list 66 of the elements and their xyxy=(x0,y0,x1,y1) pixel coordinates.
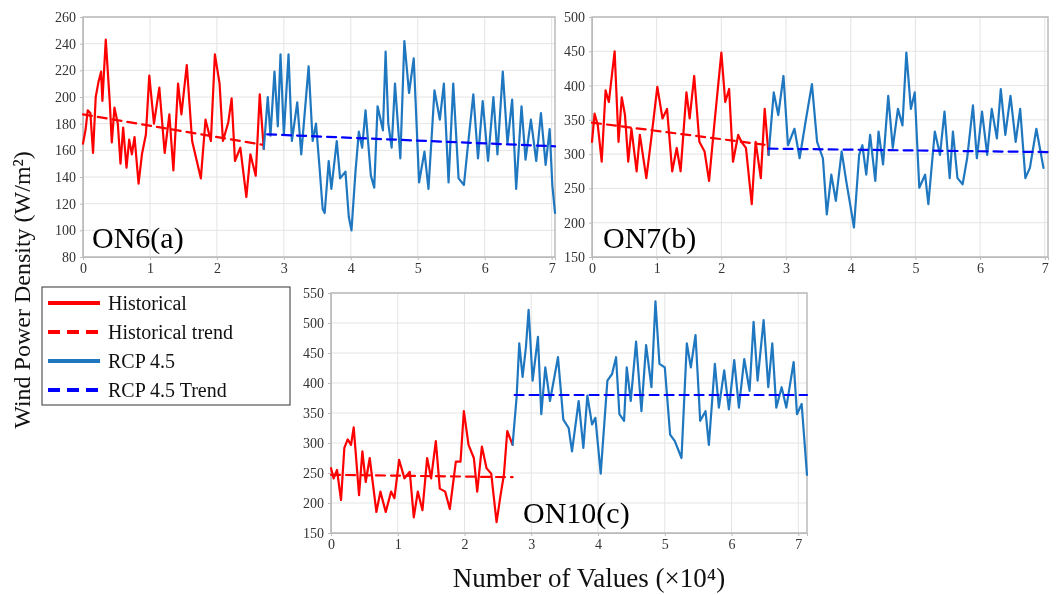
x-tick-label: 0 xyxy=(589,260,596,276)
annotation: ON6(a) xyxy=(92,221,184,255)
x-tick-label: 4 xyxy=(847,260,855,276)
x-tick-label: 7 xyxy=(795,536,803,552)
line-series xyxy=(590,50,770,206)
x-tick-label: 2 xyxy=(213,260,221,276)
x-tick-label: 7 xyxy=(1041,260,1049,276)
x-tick-label: 4 xyxy=(347,260,355,276)
annotation: ON7(b) xyxy=(603,221,697,255)
legend-label: RCP 4.5 Trend xyxy=(108,379,227,401)
y-tick-label: 150 xyxy=(564,249,585,265)
x-tick-label: 6 xyxy=(977,260,985,276)
y-tick-label: 350 xyxy=(303,405,324,421)
y-tick-label: 200 xyxy=(564,215,585,231)
x-axis-title: Number of Values (×10⁴) xyxy=(452,563,726,593)
x-tick-label: 3 xyxy=(528,536,536,552)
x-tick-label: 5 xyxy=(414,260,422,276)
y-tick-label: 80 xyxy=(62,249,76,265)
x-tick-label: 6 xyxy=(728,536,736,552)
x-tick-label: 1 xyxy=(394,536,402,552)
y-tick-label: 300 xyxy=(303,435,324,451)
y-tick-label: 120 xyxy=(55,196,76,212)
x-tick-label: 5 xyxy=(912,260,920,276)
y-tick-label: 250 xyxy=(303,465,324,481)
line-series xyxy=(262,39,557,232)
y-tick-label: 180 xyxy=(55,116,76,132)
y-tick-label: 400 xyxy=(303,375,324,391)
x-tick-label: 6 xyxy=(481,260,489,276)
y-tick-label: 240 xyxy=(55,36,76,52)
y-axis-title: Wind Power Density (W/m²) xyxy=(9,151,35,429)
line-series xyxy=(81,38,265,199)
x-tick-label: 1 xyxy=(653,260,661,276)
x-tick-label: 4 xyxy=(595,536,603,552)
y-tick-label: 220 xyxy=(55,63,76,79)
y-tick-label: 160 xyxy=(55,143,76,159)
y-tick-label: 450 xyxy=(303,345,324,361)
x-tick-label: 2 xyxy=(461,536,469,552)
y-tick-label: 550 xyxy=(303,285,324,301)
x-tick-label: 2 xyxy=(718,260,726,276)
y-tick-label: 260 xyxy=(55,9,76,25)
legend-label: Historical trend xyxy=(108,321,233,343)
line-series xyxy=(329,410,514,524)
line-series xyxy=(511,300,809,476)
x-tick-label: 0 xyxy=(80,260,87,276)
y-tick-label: 200 xyxy=(55,89,76,105)
y-tick-label: 400 xyxy=(564,78,585,94)
x-tick-label: 7 xyxy=(548,260,556,276)
legend-label: Historical xyxy=(108,292,188,314)
y-tick-label: 500 xyxy=(564,9,585,25)
x-tick-label: 1 xyxy=(146,260,154,276)
y-tick-label: 300 xyxy=(564,147,585,163)
y-tick-label: 200 xyxy=(303,495,324,511)
line-series xyxy=(767,51,1045,229)
y-tick-label: 350 xyxy=(564,112,585,128)
x-tick-label: 5 xyxy=(661,536,669,552)
y-tick-label: 250 xyxy=(564,181,585,197)
x-tick-label: 0 xyxy=(328,536,335,552)
y-tick-label: 150 xyxy=(303,525,324,541)
x-tick-label: 3 xyxy=(783,260,791,276)
y-tick-label: 140 xyxy=(55,169,76,185)
y-tick-label: 500 xyxy=(303,315,324,331)
legend-label: RCP 4.5 xyxy=(108,350,176,372)
annotation: ON10(c) xyxy=(523,496,630,530)
y-tick-label: 450 xyxy=(564,44,585,60)
y-tick-label: 100 xyxy=(55,223,76,239)
x-tick-label: 3 xyxy=(280,260,288,276)
